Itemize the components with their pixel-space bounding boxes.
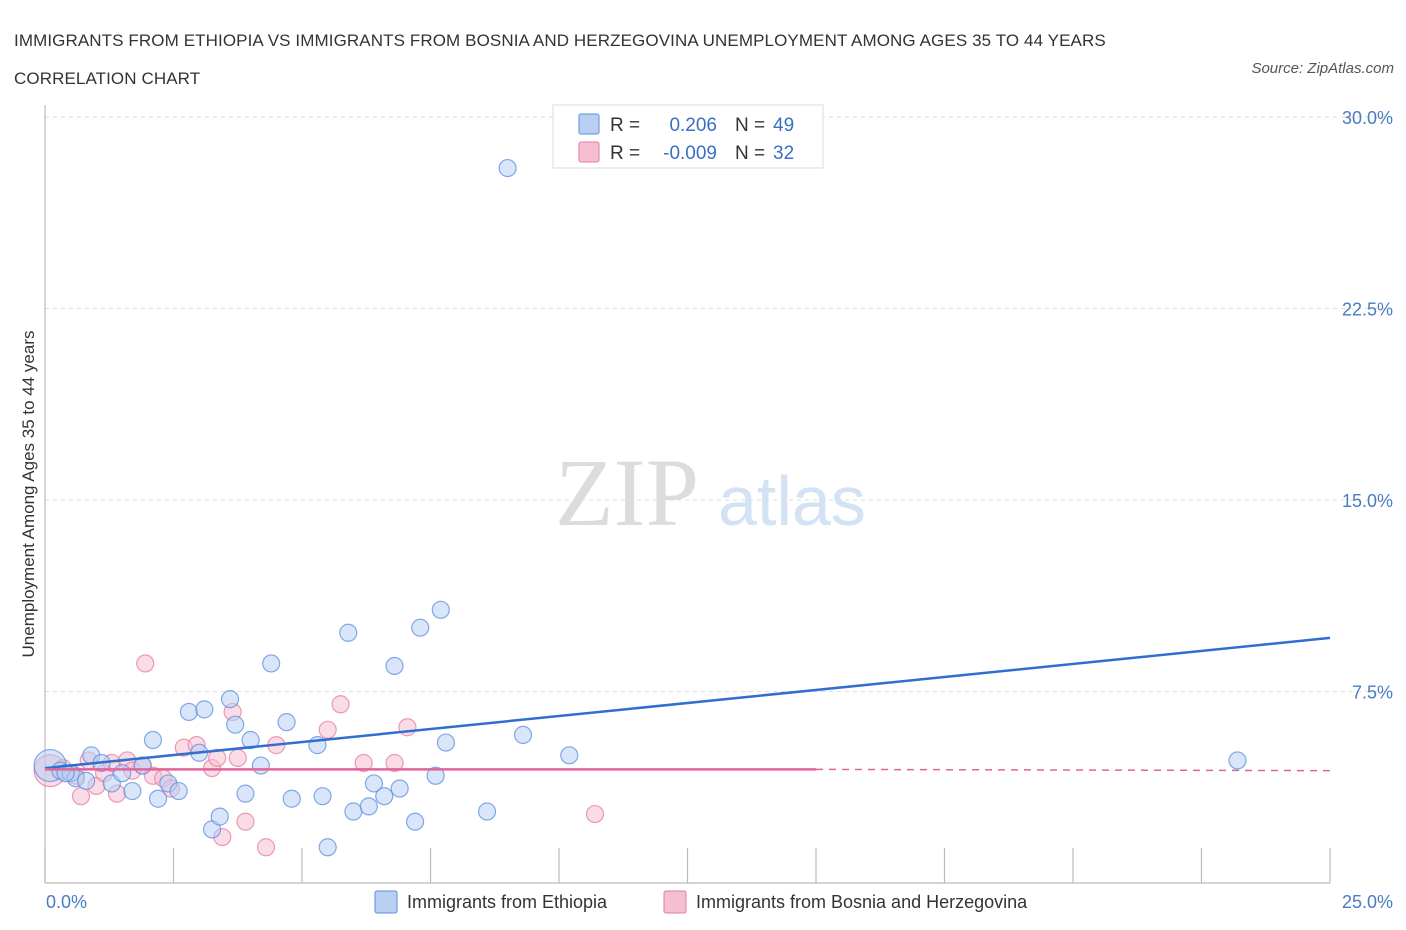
point-bosnia [585, 804, 605, 824]
point-ethiopia [210, 807, 229, 826]
chart-title: IMMIGRANTS FROM ETHIOPIA VS IMMIGRANTS F… [14, 31, 1106, 88]
point-ethiopia [318, 838, 337, 857]
series-ethiopia-points [33, 158, 1247, 857]
legend-r-label-bosnia: R = [610, 143, 640, 164]
legend-r-value-bosnia: -0.009 [663, 143, 717, 164]
point-ethiopia [169, 781, 188, 801]
point-ethiopia [426, 766, 445, 785]
bottom-legend-label-ethiopia: Immigrants from Ethiopia [407, 892, 608, 912]
legend-n-value-ethiopia: 49 [773, 115, 794, 136]
point-ethiopia [277, 713, 296, 732]
point-bosnia [71, 787, 91, 806]
x-tick-label-max: 25.0% [1342, 892, 1393, 912]
y-tick-labels: 7.5% 15.0% 22.5% 30.0% [1342, 108, 1393, 703]
series-bosnia-points [33, 654, 605, 857]
point-ethiopia [513, 725, 533, 745]
point-ethiopia [375, 787, 394, 806]
point-ethiopia [313, 787, 332, 806]
legend-r-value-ethiopia: 0.206 [669, 115, 717, 136]
point-ethiopia [262, 654, 281, 673]
point-ethiopia [112, 764, 132, 783]
point-ethiopia [195, 700, 214, 719]
legend-swatch-bosnia [578, 141, 600, 163]
point-ethiopia [226, 715, 245, 734]
legend-n-label-ethiopia: N = [735, 115, 765, 136]
point-bosnia [136, 654, 155, 673]
point-bosnia [228, 748, 247, 767]
bottom-legend-swatch-bosnia [663, 890, 687, 914]
point-ethiopia [220, 690, 240, 709]
legend-r-label-ethiopia: R = [610, 115, 640, 136]
point-ethiopia [498, 158, 517, 178]
point-bosnia [331, 695, 350, 714]
point-ethiopia [436, 733, 456, 752]
point-ethiopia [560, 746, 579, 765]
point-bosnia [318, 720, 337, 739]
x-tick-label-min: 0.0% [46, 892, 87, 912]
point-ethiopia [477, 802, 497, 821]
y-axis-label: Unemployment Among Ages 35 to 44 years [19, 331, 38, 658]
watermark-atlas: atlas [718, 462, 866, 540]
trend-line-dashed-1 [815, 768, 1331, 772]
point-ethiopia [251, 756, 270, 775]
point-ethiopia [411, 618, 430, 637]
point-ethiopia [431, 600, 450, 619]
point-ethiopia [359, 797, 378, 816]
source-label: Source: ZipAtlas.com [1251, 60, 1394, 77]
trend-lines [44, 636, 1331, 772]
point-ethiopia [385, 656, 404, 676]
legend-n-value-bosnia: 32 [773, 143, 794, 164]
point-ethiopia [344, 802, 363, 821]
point-ethiopia [339, 623, 358, 642]
legend-n-label-bosnia: N = [735, 143, 765, 164]
point-ethiopia [143, 730, 163, 750]
point-ethiopia [390, 779, 409, 798]
y-tick-label: 15.0% [1342, 491, 1393, 511]
gridlines [45, 116, 1390, 692]
point-ethiopia [364, 774, 384, 793]
point-bosnia [236, 812, 255, 831]
point-ethiopia [77, 771, 96, 790]
point-ethiopia [1228, 751, 1247, 770]
point-bosnia [256, 838, 276, 857]
bottom-legend-label-bosnia: Immigrants from Bosnia and Herzegovina [696, 892, 1028, 912]
point-bosnia [208, 748, 227, 767]
series-legend: Immigrants from Ethiopia Immigrants from… [374, 890, 1028, 914]
watermark-zip: ZIP [555, 439, 699, 546]
point-ethiopia [405, 812, 425, 831]
x-ticks [44, 848, 1331, 883]
point-ethiopia [148, 789, 168, 808]
point-ethiopia [282, 789, 301, 808]
trend-line-0 [44, 636, 1331, 770]
bottom-legend-swatch-ethiopia [374, 890, 398, 914]
point-ethiopia [179, 702, 199, 722]
y-tick-label: 7.5% [1352, 683, 1393, 703]
y-tick-label: 30.0% [1342, 108, 1393, 128]
correlation-legend: R = 0.206 N = 49 R = -0.009 N = 32 [552, 104, 824, 169]
point-bosnia [385, 753, 404, 773]
legend-swatch-ethiopia [578, 113, 600, 135]
point-ethiopia [123, 781, 142, 801]
y-tick-label: 22.5% [1342, 300, 1393, 320]
point-bosnia [354, 753, 373, 773]
point-ethiopia [236, 784, 255, 803]
